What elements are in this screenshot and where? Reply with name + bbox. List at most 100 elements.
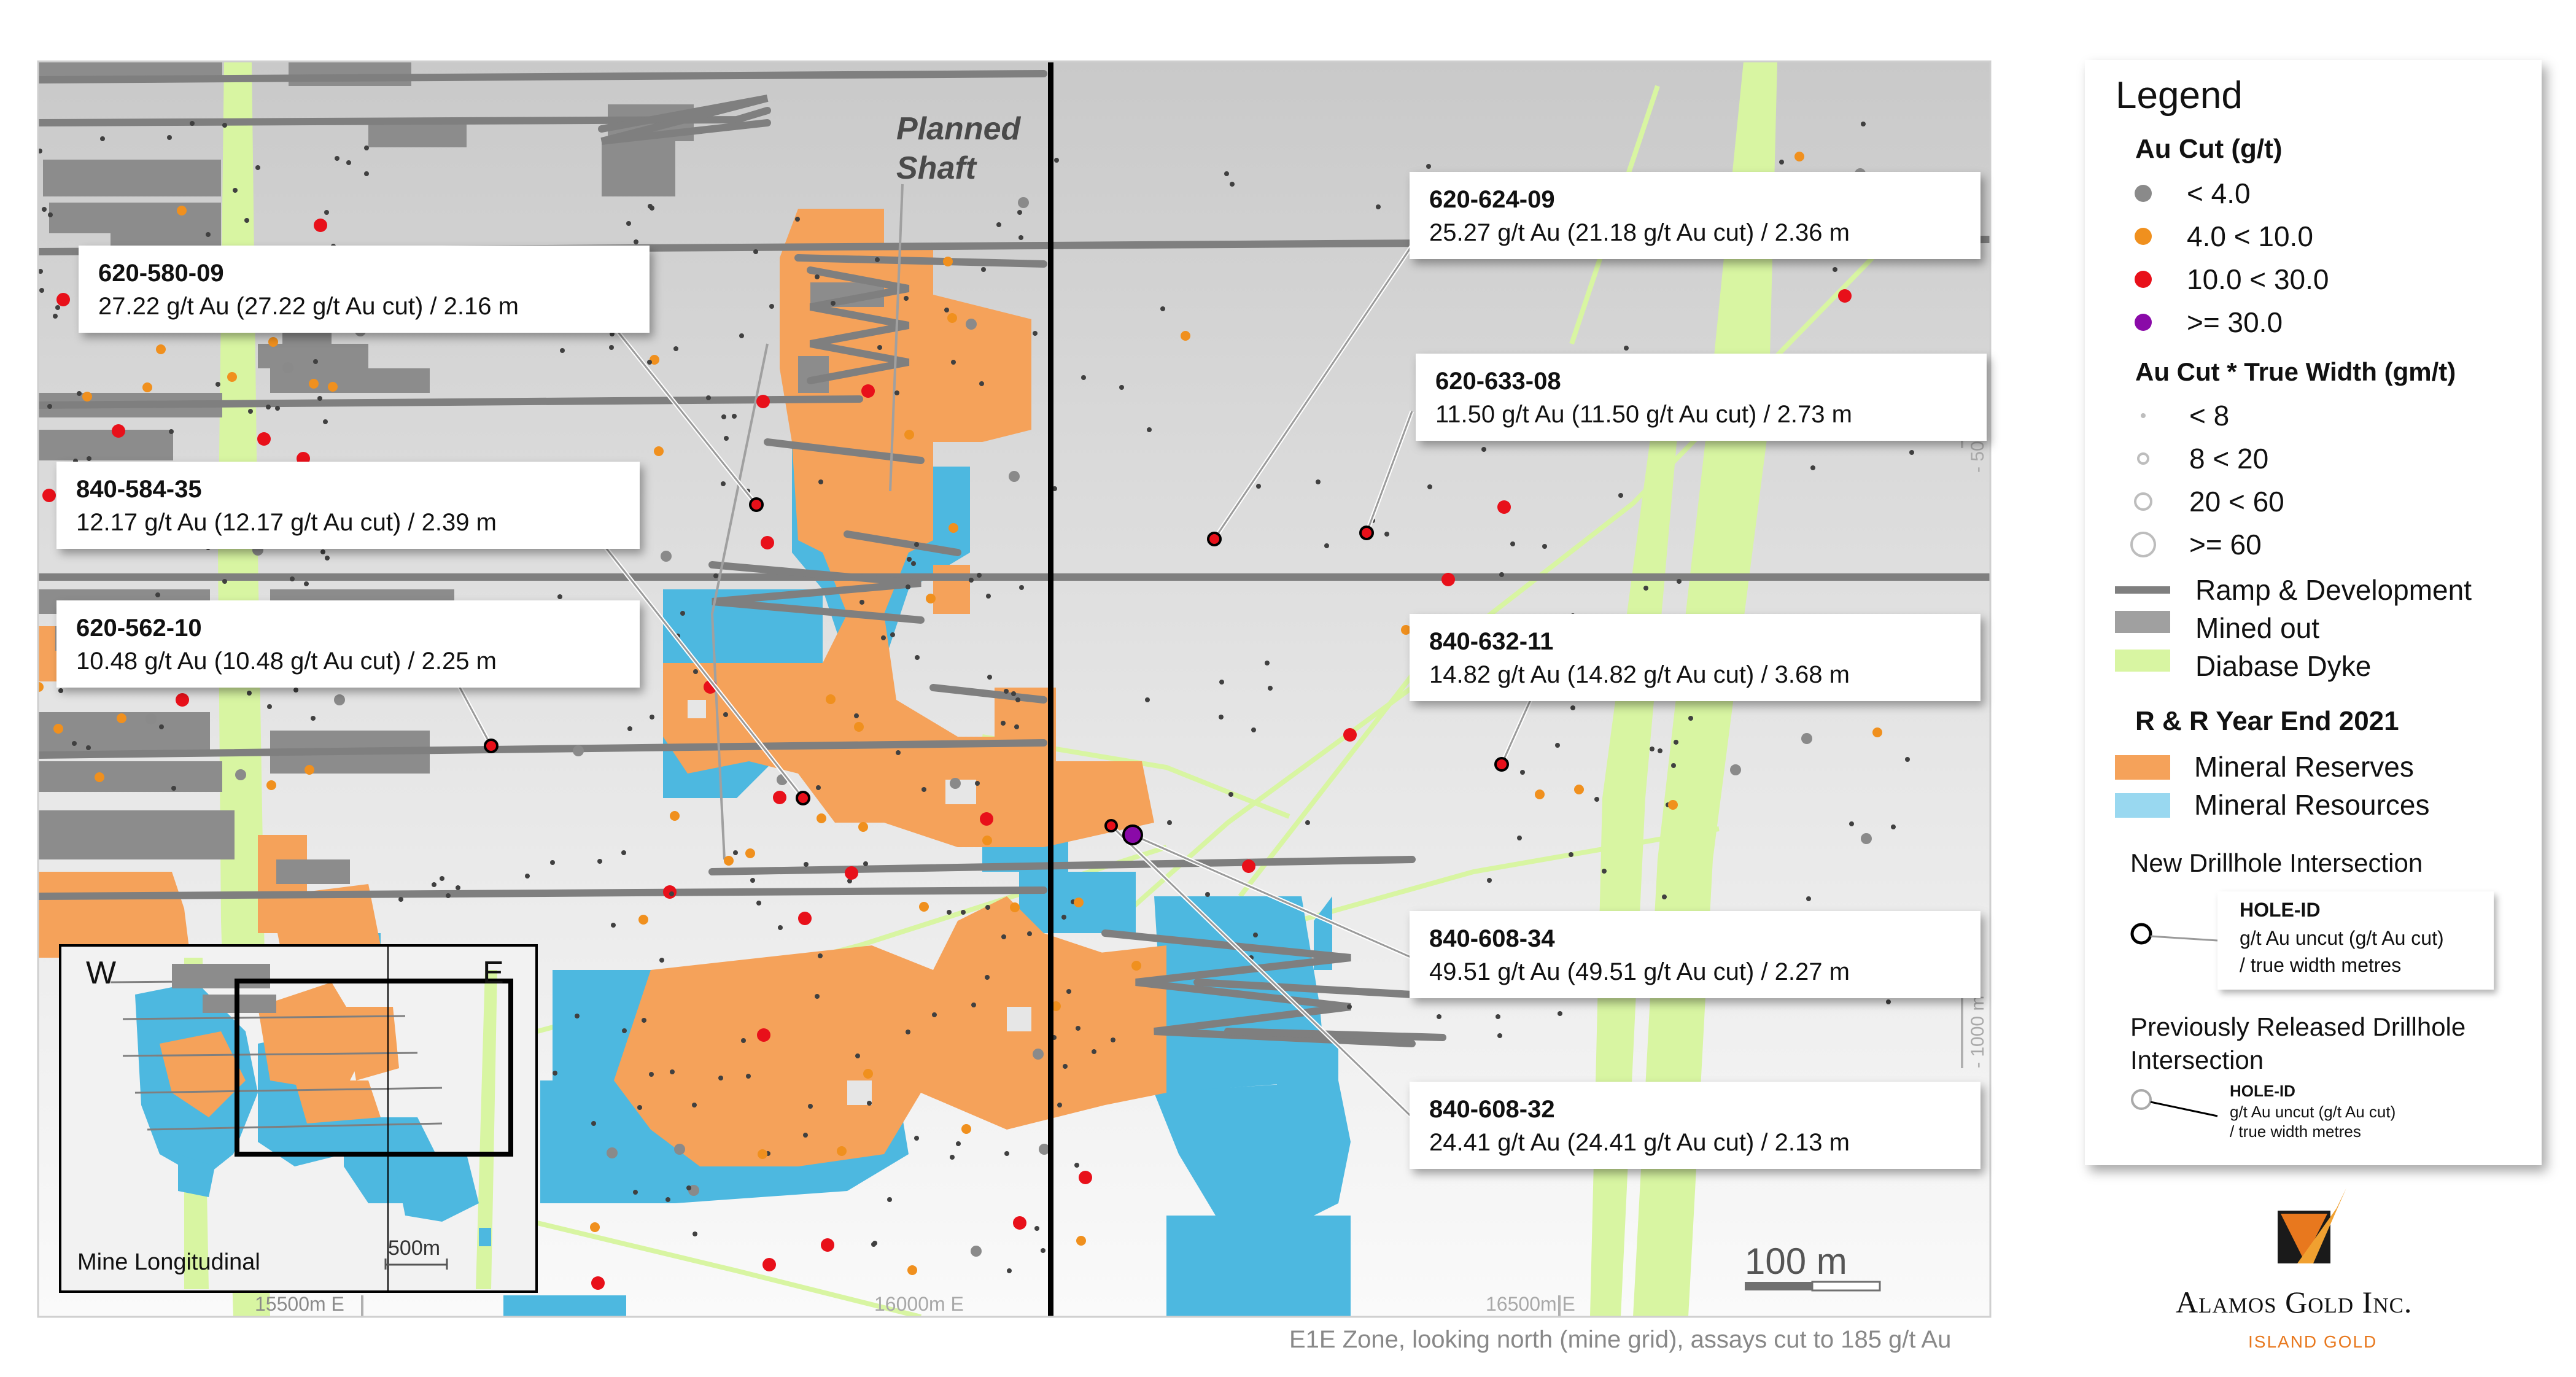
grade-point (817, 813, 826, 823)
grade-point (1624, 346, 1629, 351)
grade-point (235, 769, 246, 780)
grade-point (741, 1038, 746, 1043)
legend-prev-box: HOLE-ID g/t Au uncut (g/t Au cut) / true… (2217, 1080, 2475, 1148)
grade-point (48, 212, 53, 217)
alamos-logo-mark (2278, 1188, 2346, 1263)
grade-point (1305, 820, 1310, 825)
grade-point (597, 859, 602, 864)
grade-point (72, 741, 77, 746)
planned-shaft-label: Planned Shaft (896, 111, 1021, 186)
grade-point (627, 726, 632, 731)
grade-point (1228, 792, 1233, 797)
grade-point (1079, 1171, 1092, 1184)
grade-point (854, 713, 859, 718)
grade-point (248, 409, 253, 414)
grade-point (1074, 898, 1084, 907)
intersection-620-624-09 (1207, 532, 1222, 546)
grade-point (1569, 852, 1573, 857)
callout-result: 14.82 g/t Au (14.82 g/t Au cut) / 3.68 m (1429, 661, 1850, 688)
grade-point (1833, 267, 1837, 272)
grade-point (575, 1014, 580, 1018)
grade-point (1849, 821, 1854, 826)
grade-point (971, 1003, 976, 1007)
callout-hole-id: 840-584-35 (76, 476, 202, 503)
grade-point (398, 897, 403, 902)
grade-point (590, 1222, 600, 1232)
grade-point (871, 1242, 876, 1247)
grade-point (1205, 892, 1210, 897)
grade-point (665, 1197, 670, 1202)
reserve-gaps (688, 700, 1031, 1105)
depth-label-1000: - 1000 m (1968, 995, 1988, 1068)
grade-point (171, 786, 176, 791)
grade-point (816, 785, 821, 790)
grade-point (622, 1028, 627, 1033)
grade-point (1886, 999, 1891, 1004)
grade-point (1034, 1226, 1039, 1231)
legend-au-cut-title: Au Cut (g/t) (2135, 134, 2283, 164)
callout-hole-id: 840-632-11 (1429, 628, 1554, 655)
grade-point (808, 1104, 813, 1109)
grade-point (985, 905, 990, 910)
grade-point (177, 206, 187, 215)
inset-scale-label: 500m (388, 1236, 441, 1260)
grade-point (951, 360, 956, 365)
grade-point (896, 750, 901, 755)
grade-point (328, 382, 338, 392)
grade-point (1838, 289, 1852, 303)
grade-point (956, 1141, 961, 1146)
grade-point (1810, 465, 1815, 470)
grade-point (815, 994, 820, 999)
grade-point (904, 430, 914, 440)
grade-point (979, 381, 984, 386)
section-line (1048, 61, 1053, 1317)
grade-point (762, 1258, 776, 1271)
grade-point (1268, 686, 1273, 691)
grade-point (1014, 724, 1019, 729)
inset-map (59, 944, 538, 1293)
grade-point (257, 432, 271, 446)
grade-point (969, 578, 974, 583)
callout-620-624-09: 620-624-09 25.27 g/t Au (21.18 g/t Au cu… (1410, 172, 1980, 259)
grade-point (364, 171, 369, 176)
grade-point (855, 1053, 860, 1058)
grade-point (1061, 915, 1066, 920)
grade-point (1384, 532, 1389, 537)
callout-hole-id: 620-633-08 (1435, 368, 1561, 395)
grade-point (53, 724, 63, 734)
grade-point (1219, 680, 1224, 685)
grade-point (637, 1105, 642, 1110)
grade-point (1011, 691, 1016, 696)
callout-hole-id: 620-624-09 (1429, 186, 1555, 213)
grade-point (982, 836, 992, 845)
callout-840-584-35: 840-584-35 12.17 g/t Au (12.17 g/t Au cu… (56, 462, 640, 549)
grade-point (159, 724, 164, 729)
grade-point (305, 765, 314, 775)
grade-point (1574, 785, 1584, 794)
grade-point (803, 1133, 808, 1138)
callout-hole-id: 620-580-09 (98, 260, 224, 287)
grade-point (591, 1276, 605, 1290)
grade-point (609, 345, 614, 350)
grade-point (732, 414, 737, 419)
grade-point (117, 713, 126, 723)
grade-point (750, 878, 755, 883)
grade-point (650, 206, 654, 211)
grade-point (304, 581, 309, 586)
grade-point (1009, 471, 1020, 482)
grade-point (863, 1069, 873, 1079)
grade-point (724, 856, 734, 866)
grade-point (831, 301, 836, 306)
grade-point (1602, 869, 1607, 874)
mined-out (38, 61, 884, 884)
grade-point (1081, 375, 1086, 380)
grade-point (1160, 306, 1165, 311)
grade-point (1324, 543, 1329, 548)
grade-point (906, 1030, 910, 1034)
grade-point (1076, 1236, 1086, 1246)
grade-point (1066, 989, 1071, 994)
grade-point (894, 390, 899, 395)
callout-620-562-10: 620-562-10 10.48 g/t Au (10.48 g/t Au cu… (56, 600, 640, 688)
grade-point (266, 405, 271, 409)
legend-rr-resources: Mineral Resources (2194, 789, 2430, 821)
